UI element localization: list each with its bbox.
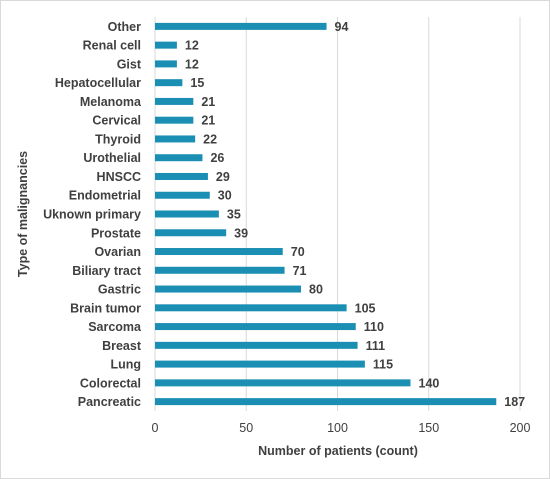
bar [155, 398, 497, 406]
data-label: 29 [216, 170, 230, 184]
category-labels: Other Renal cell Gist Hepatocellular Melanom… [43, 20, 142, 409]
data-label: 12 [185, 39, 199, 53]
bar [155, 323, 356, 331]
bar [155, 210, 219, 218]
x-tick-label: 200 [510, 421, 531, 435]
bar [155, 341, 358, 349]
data-label: 115 [373, 358, 393, 372]
category-label: Urothelial [83, 151, 141, 165]
bar [155, 229, 227, 237]
category-label: Sarcoma [88, 320, 142, 334]
bar [155, 360, 365, 368]
data-label: 111 [366, 339, 386, 353]
category-label: Cervical [92, 114, 141, 128]
data-label: 70 [291, 245, 305, 259]
data-label: 39 [234, 226, 248, 240]
x-tick-label: 150 [418, 421, 439, 435]
category-label: Gist [117, 57, 142, 71]
data-label: 12 [185, 57, 199, 71]
bar [155, 97, 194, 105]
data-label: 26 [210, 151, 224, 165]
data-label: 71 [293, 264, 307, 278]
category-label: Colorectal [80, 376, 141, 390]
bar [155, 379, 411, 387]
data-label: 21 [201, 114, 215, 128]
data-label: 80 [309, 283, 323, 297]
category-label: Pancreatic [78, 395, 141, 409]
data-label: 22 [203, 132, 217, 146]
category-label: Prostate [91, 226, 141, 240]
category-label: HNSCC [97, 170, 141, 184]
data-label: 140 [419, 376, 440, 390]
bar [155, 116, 194, 124]
data-label: 21 [201, 95, 215, 109]
category-label: Gastric [98, 283, 141, 297]
category-label: Other [108, 20, 141, 34]
bar [155, 154, 203, 162]
category-label: Ovarian [94, 245, 141, 259]
bar [155, 22, 327, 30]
bar [155, 285, 301, 293]
category-label: Uknown primary [43, 208, 141, 222]
data-label: 94 [335, 20, 349, 34]
bar [155, 304, 347, 312]
x-tick-label: 100 [327, 421, 348, 435]
bar [155, 41, 177, 49]
bars [155, 22, 497, 406]
category-label: Renal cell [83, 39, 141, 53]
category-label: Thyroid [95, 132, 141, 146]
bar [155, 191, 210, 199]
x-axis-label: Number of patients (count) [258, 444, 418, 458]
data-label: 105 [355, 301, 376, 315]
data-label: 110 [364, 320, 384, 334]
data-label: 30 [218, 189, 232, 203]
x-tick-label: 0 [152, 421, 159, 435]
bar [155, 248, 283, 256]
category-label: Hepatocellular [55, 76, 141, 90]
bar [155, 266, 285, 274]
category-label: Endometrial [69, 189, 141, 203]
category-label: Brain tumor [70, 301, 141, 315]
bar [155, 172, 208, 180]
category-label: Biliary tract [72, 264, 142, 278]
y-axis-label: Type of malignancies [16, 151, 30, 277]
category-label: Breast [102, 339, 142, 353]
data-label: 187 [504, 395, 525, 409]
bar [155, 79, 183, 87]
data-label: 35 [227, 208, 241, 222]
x-tick-labels: 0 50 100 150 200 [152, 421, 531, 435]
x-tick-label: 50 [239, 421, 253, 435]
bar [155, 135, 196, 143]
data-label: 15 [190, 76, 204, 90]
category-label: Lung [110, 358, 141, 372]
category-label: Melanoma [80, 95, 142, 109]
bar [155, 60, 177, 68]
